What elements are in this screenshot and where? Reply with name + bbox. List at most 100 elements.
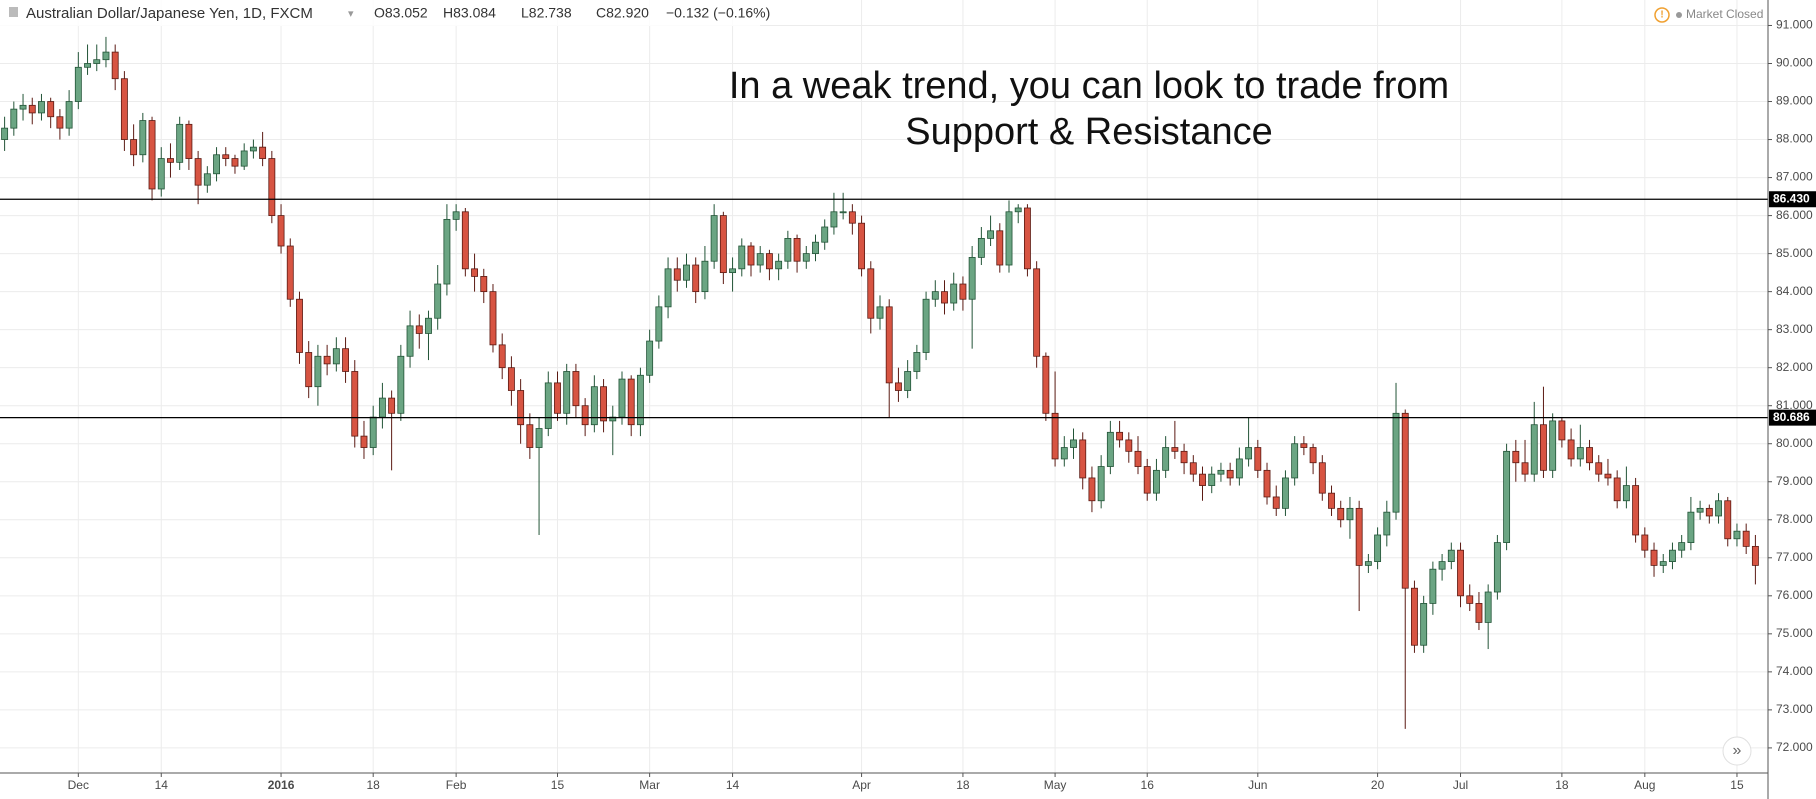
candle-body [1097,466,1105,502]
candle-body [590,386,598,426]
candle-body [1346,507,1354,521]
candle-body [1411,587,1418,646]
candle-body [692,264,700,293]
candle-body [1549,420,1557,471]
candle-body [1060,447,1068,460]
candle-body [1328,492,1335,509]
low: L82.738 [521,5,572,21]
candle-body [93,59,101,64]
candle-body [1245,447,1253,460]
candle-body [314,355,322,388]
candle-body [1263,469,1271,498]
candle-body [1355,507,1363,566]
candle-body [1420,603,1428,646]
y-tick-label: 82.000 [1776,360,1813,374]
candle-body [240,150,248,167]
candle-body [1318,462,1326,494]
candle-body [1171,447,1179,452]
scroll-icon[interactable]: » [1733,742,1742,759]
candle-body [1604,473,1612,479]
candle-body [535,428,543,448]
x-tick-label: 15 [551,778,565,792]
candle-body [1705,507,1713,517]
candle-body [600,386,608,422]
candle-body [894,382,902,391]
candle-body [1733,530,1741,540]
candle-body [756,253,764,266]
candle-body [452,211,460,220]
candle-body [913,352,921,372]
candle-body [1033,268,1041,357]
candle-body [507,367,515,391]
candle-body [425,317,432,334]
candle-body [443,218,451,285]
candle-body [977,238,985,258]
y-tick-label: 83.000 [1776,322,1813,336]
x-tick-label: Mar [639,778,660,792]
candle-body [1512,450,1520,464]
x-tick-label: 18 [956,778,970,792]
y-tick-label: 78.000 [1776,512,1813,526]
candle-body [74,66,82,102]
candle-body [1650,549,1658,566]
candle-body [563,371,571,414]
candle-body [1466,595,1474,604]
candle-body [1576,447,1584,460]
candle-body [489,291,497,346]
candle-body [10,108,18,129]
candle-body [342,348,349,372]
candle-body [277,215,285,247]
candle-body [111,51,119,80]
candle-body [1106,431,1114,467]
candle-body [526,424,534,448]
candle-body [1051,412,1059,460]
candle-body [480,276,488,293]
candle-body [102,51,110,61]
candle-body [461,211,469,270]
candle-body [1291,443,1299,479]
scroll-button[interactable] [1722,736,1752,766]
candle-body [249,146,257,152]
candle-body [415,325,423,334]
warning-mark: ! [1660,10,1663,21]
candle-body [471,268,478,277]
y-tick-label: 91.000 [1776,18,1813,32]
candle-body [1152,469,1160,494]
header-bg [0,0,760,26]
candle-body [1632,485,1640,536]
candle-body [185,123,193,159]
x-tick-label: 18 [1555,778,1569,792]
candle-body [194,158,202,186]
candle-body [56,116,64,129]
candle-body [1042,355,1050,414]
candle-body [719,215,727,274]
candle-body [1070,439,1077,448]
candle-body [931,291,939,300]
candle-body [332,348,340,365]
candle-body [1309,447,1317,464]
annotation: Support & Resistance [905,111,1273,153]
open: O83.052 [374,5,428,21]
candle-body [683,264,690,281]
y-tick-label: 77.000 [1776,550,1813,564]
candle-body [203,173,211,186]
candle-body [1125,439,1133,452]
candle-body [618,378,626,418]
candle-body [47,101,55,118]
candle-body [885,306,893,384]
candle-body [1217,469,1225,475]
candle-body [1613,477,1621,502]
candle-body [259,146,267,159]
candle-body [1235,458,1243,479]
candle-body [1724,500,1732,540]
candle-body [360,435,368,448]
candle-body [1457,549,1464,597]
candle-body [498,344,506,369]
candle-body [950,283,958,304]
candle-body [1254,447,1262,471]
level-tag [1769,409,1816,426]
x-tick-label: Jul [1453,778,1468,792]
candle-body [1567,439,1575,460]
candle-body [1401,412,1409,589]
dropdown-icon[interactable]: ▾ [348,8,354,20]
